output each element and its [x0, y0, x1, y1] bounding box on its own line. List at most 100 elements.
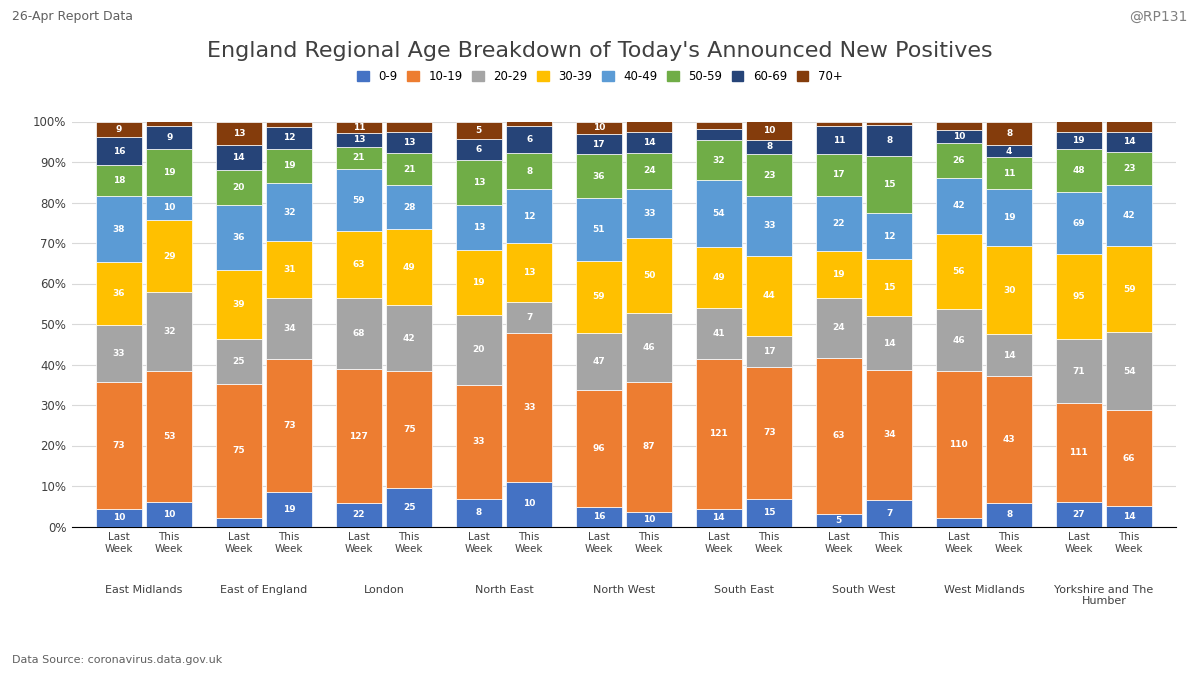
Bar	[146, 292, 192, 371]
Bar	[1106, 152, 1152, 186]
Bar	[146, 126, 192, 148]
Bar	[456, 385, 502, 499]
Bar	[386, 371, 432, 487]
Bar	[696, 140, 742, 180]
Bar	[816, 358, 862, 514]
Text: 11: 11	[353, 123, 365, 132]
Text: West Midlands: West Midlands	[943, 585, 1025, 595]
Text: 5: 5	[475, 126, 482, 134]
Text: 32: 32	[163, 327, 175, 336]
Text: Data Source: coronavirus.data.gov.uk: Data Source: coronavirus.data.gov.uk	[12, 655, 222, 665]
Text: 10: 10	[643, 514, 655, 524]
Text: 36: 36	[233, 233, 245, 242]
Bar	[1106, 132, 1152, 152]
Bar	[986, 376, 1032, 503]
Text: 13: 13	[523, 268, 535, 277]
Bar	[746, 140, 792, 154]
Text: 13: 13	[473, 223, 485, 232]
Text: 11: 11	[1003, 169, 1015, 178]
Text: 8: 8	[886, 136, 893, 145]
Bar	[866, 500, 912, 526]
Bar	[96, 196, 142, 263]
Text: 16: 16	[113, 146, 125, 155]
Text: 9: 9	[115, 125, 122, 134]
Text: 14: 14	[1123, 137, 1135, 146]
Bar	[626, 153, 672, 189]
Text: 21: 21	[403, 165, 415, 173]
Bar	[816, 250, 862, 298]
Text: East Midlands: East Midlands	[106, 585, 182, 595]
Bar	[456, 315, 502, 385]
Bar	[576, 390, 622, 507]
Text: @RP131: @RP131	[1129, 10, 1188, 24]
Bar	[266, 492, 312, 526]
Text: 22: 22	[353, 510, 365, 519]
Text: 36: 36	[113, 289, 125, 298]
Bar	[746, 154, 792, 196]
Bar	[1056, 340, 1102, 403]
Bar	[746, 122, 792, 140]
Text: 15: 15	[883, 284, 895, 292]
Bar	[216, 339, 262, 384]
Bar	[986, 145, 1032, 157]
Text: 16: 16	[593, 512, 605, 521]
Bar	[936, 130, 982, 143]
Bar	[626, 313, 672, 381]
Text: 111: 111	[1069, 448, 1088, 457]
Bar	[506, 302, 552, 333]
Text: 38: 38	[113, 225, 125, 234]
Bar	[746, 256, 792, 335]
Bar	[386, 153, 432, 186]
Bar	[866, 156, 912, 213]
Bar	[696, 247, 742, 308]
Bar	[866, 213, 912, 259]
Bar	[266, 359, 312, 492]
Text: 44: 44	[763, 292, 775, 300]
Bar	[146, 502, 192, 526]
Bar	[96, 382, 142, 509]
Bar	[866, 317, 912, 370]
Text: 22: 22	[833, 219, 845, 228]
Bar	[576, 507, 622, 526]
Text: 14: 14	[713, 513, 725, 522]
Text: 8: 8	[1006, 510, 1013, 519]
Text: 6: 6	[526, 135, 533, 144]
Bar	[1056, 192, 1102, 254]
Text: 34: 34	[883, 430, 895, 439]
Text: 11: 11	[833, 136, 845, 144]
Bar	[146, 122, 192, 126]
Text: 4: 4	[1006, 146, 1013, 155]
Bar	[336, 147, 382, 169]
Text: 32: 32	[713, 155, 725, 165]
Bar	[216, 384, 262, 518]
Bar	[266, 298, 312, 359]
Text: 43: 43	[1003, 435, 1015, 443]
Bar	[146, 371, 192, 502]
Bar	[746, 367, 792, 500]
Bar	[456, 159, 502, 205]
Text: 71: 71	[1073, 367, 1085, 375]
Bar	[266, 122, 312, 127]
Bar	[386, 132, 432, 153]
Text: 10: 10	[113, 513, 125, 522]
Text: 23: 23	[763, 171, 775, 180]
Bar	[266, 183, 312, 242]
Text: 59: 59	[593, 292, 605, 301]
Text: 33: 33	[113, 349, 125, 358]
Text: 73: 73	[763, 429, 775, 437]
Text: 32: 32	[283, 208, 295, 217]
Text: 6: 6	[475, 144, 482, 154]
Bar	[386, 487, 432, 526]
Bar	[746, 500, 792, 526]
Bar	[506, 153, 552, 189]
Bar	[986, 334, 1032, 376]
Text: 69: 69	[1073, 219, 1085, 227]
Text: 31: 31	[283, 265, 295, 274]
Text: 110: 110	[949, 440, 968, 449]
Text: 19: 19	[1073, 136, 1085, 145]
Text: 42: 42	[953, 201, 965, 211]
Bar	[626, 238, 672, 313]
Text: 51: 51	[593, 225, 605, 234]
Text: 36: 36	[593, 172, 605, 181]
Text: 33: 33	[523, 403, 535, 412]
